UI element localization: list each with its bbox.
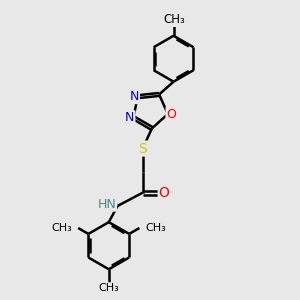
Text: CH₃: CH₃ — [98, 284, 119, 293]
Text: N: N — [125, 111, 134, 124]
Text: CH₃: CH₃ — [163, 13, 185, 26]
Text: O: O — [167, 107, 176, 121]
Text: HN: HN — [98, 198, 116, 211]
Text: CH₃: CH₃ — [52, 223, 73, 233]
Text: S: S — [138, 142, 147, 155]
Text: CH₃: CH₃ — [145, 223, 166, 233]
Text: O: O — [159, 186, 170, 200]
Text: N: N — [130, 90, 139, 103]
